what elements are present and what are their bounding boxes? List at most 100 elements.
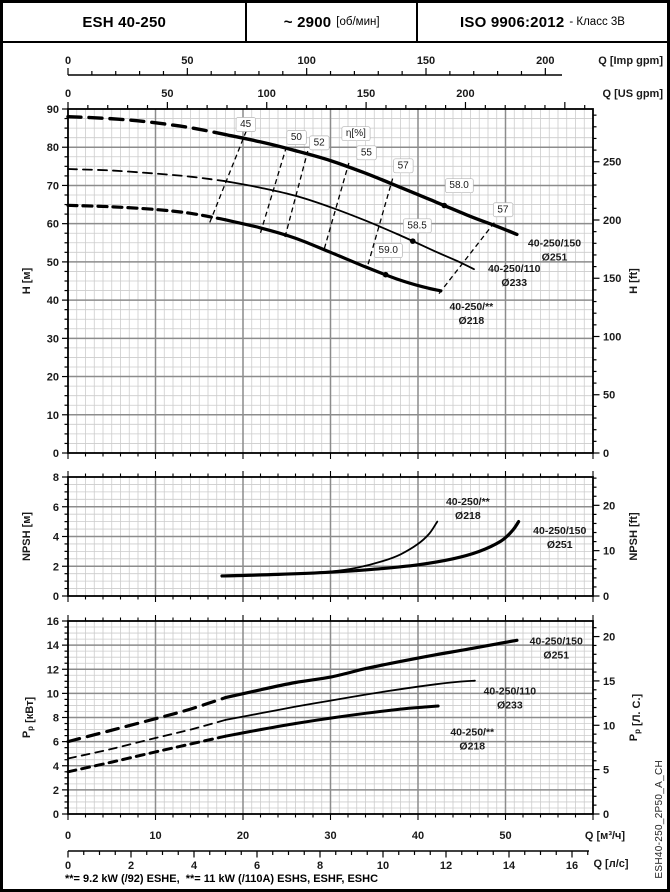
us-gpm-axis-label: Q [US gpm] <box>603 88 664 100</box>
power-curves <box>66 638 519 774</box>
callout-box <box>393 158 414 174</box>
hq-right-axis: 0 50 100 150 200 250 H [ft] <box>593 114 640 460</box>
efficiency-value-label: 55 <box>356 145 377 161</box>
axis-tick-label: 0 <box>65 88 71 100</box>
m3h-axis-label: Q [м³/ч] <box>585 830 626 842</box>
curve-id-label: 40-250/** Ø218 <box>449 301 494 327</box>
axis-tick-label: 40 <box>47 295 59 307</box>
axis-tick-label: 70 <box>47 180 59 192</box>
callout-text: 45 <box>240 119 252 130</box>
npsh-right-axis: 0 10 20 NPSH [ft] <box>593 477 640 603</box>
axis-tick-label: 100 <box>297 55 315 67</box>
axis-tick-label: 0 <box>53 591 59 603</box>
axis-tick-label: 10 <box>603 546 615 558</box>
document-code: ESH40-250_2P50_A_CH <box>654 760 665 879</box>
axis-tick-label: 16 <box>47 616 59 628</box>
callout-text: 58.5 <box>407 220 427 231</box>
axis-tick-label: 60 <box>47 219 59 231</box>
bep-value-label: 58.5 <box>403 218 432 234</box>
callout-text: Ø218 <box>459 315 485 327</box>
callout-box <box>374 243 403 259</box>
callout-text: 40-250/** <box>449 301 494 313</box>
power-right-axis: 0 5 10 15 20 Pp [Л. С.] <box>593 627 643 821</box>
npsh-grid <box>68 477 593 596</box>
curve-dashed-40-250-110-233 <box>67 168 227 183</box>
callout-text: 40-250/110 <box>484 685 537 697</box>
axis-tick-label: 20 <box>603 500 615 512</box>
efficiency-value-label: 45 <box>235 117 256 132</box>
axis-tick-label: 0 <box>65 860 71 872</box>
axis-tick-label: 15 <box>603 676 615 688</box>
callout-text: 52 <box>314 137 326 148</box>
axis-tick-label: 6 <box>53 502 59 514</box>
axis-tick-label: 40 <box>412 830 424 842</box>
callout-text: 57 <box>497 204 509 215</box>
callout-text: 40-250/150 <box>533 525 586 537</box>
axis-tick-label: 10 <box>47 688 59 700</box>
axis-tick-label: 50 <box>499 830 511 842</box>
axis-tick-label: 200 <box>603 215 621 227</box>
axis-tick-label: 16 <box>566 860 578 872</box>
axis-tick-label: 200 <box>456 88 474 100</box>
callout-text: η[%] <box>346 128 366 139</box>
axis-tick-label: 80 <box>47 142 59 154</box>
callout-text: 40-250/** <box>446 496 491 508</box>
callout-text: Ø233 <box>497 699 523 711</box>
axis-tick-label: 0 <box>603 809 609 821</box>
curve-dashed-40-250-150-251 <box>66 114 228 137</box>
axis-tick-label: 0 <box>603 448 609 460</box>
hq-y2-axis-title: H [ft] <box>628 268 640 294</box>
pump-speed-unit: [об/мин] <box>336 16 380 28</box>
bep-value-label: 59.0 <box>374 243 403 259</box>
curve-40-250-110-233 <box>224 679 476 721</box>
top-flow-axes: 0 50 100 150 200 Q [Imp gpm] 0 50 100 150 200 Q [US… <box>65 55 663 109</box>
callout-box <box>492 202 514 218</box>
callout-box <box>309 135 330 151</box>
callout-text: 40-250/110 <box>488 263 541 275</box>
hq-edge-ticks <box>67 453 594 459</box>
npsh-edge-ticks <box>67 471 594 602</box>
callout-text: Ø218 <box>455 510 481 522</box>
axis-tick-label: 2 <box>53 561 59 573</box>
callout-text: 55 <box>361 147 373 158</box>
header-speed-cell: ~ 2900 [об/мин] <box>245 3 418 41</box>
callout-text: Ø233 <box>501 277 527 289</box>
axis-tick-label: 10 <box>149 830 161 842</box>
axis-tick-label: 30 <box>324 830 336 842</box>
npsh-curves <box>220 520 521 578</box>
npsh-left-axis: 0 2 4 6 8 NPSH [м] <box>21 472 68 603</box>
axis-tick-label: 14 <box>47 640 60 652</box>
axis-tick-label: 150 <box>603 273 621 285</box>
axis-tick-label: 150 <box>417 55 435 67</box>
axis-tick-label: 8 <box>317 860 323 872</box>
axis-tick-label: 0 <box>603 591 609 603</box>
efficiency-value-label: 50 <box>286 130 307 145</box>
axis-tick-label: 20 <box>237 830 249 842</box>
axis-tick-label: 50 <box>47 257 59 269</box>
power-y-axis-title: Pp [кВт] <box>21 697 36 739</box>
callout-text: 40-250/150 <box>530 635 583 647</box>
efficiency-value-label: 57 <box>393 158 414 174</box>
axis-tick-label: 0 <box>53 809 59 821</box>
test-standard-class: - Класс 3В <box>569 16 625 28</box>
callout-text: Ø218 <box>459 740 485 752</box>
footnote: **= 9.2 kW (/92) ESHE, **= 11 kW (/110A)… <box>65 873 379 885</box>
axis-tick-label: 0 <box>65 55 71 67</box>
chart-power: 0 2 4 6 8 10 12 14 16 Pp [кВт] 0 5 10 15 20 Pp [Л. С.] 4… <box>21 615 643 821</box>
curve-id-label: 40-250/150 Ø251 <box>533 525 586 551</box>
curve-40-250-150-251 <box>223 132 519 237</box>
axis-tick-label: 50 <box>603 390 615 402</box>
callout-text: 59.0 <box>379 245 399 256</box>
curve-id-label: 40-250/110 Ø233 <box>484 685 537 711</box>
curve-40-250-150-251 <box>220 520 521 578</box>
curve-id-label: 40-250/150 Ø251 <box>528 237 581 263</box>
axis-tick-label: 0 <box>65 830 71 842</box>
hq-efficiency-lines <box>209 130 496 295</box>
header-model-cell: ESH 40-250 <box>3 3 245 41</box>
callout-box <box>235 117 256 132</box>
axis-tick-label: 10 <box>377 860 389 872</box>
callout-text: 40-250/150 <box>528 237 581 249</box>
axis-tick-label: 30 <box>47 333 59 345</box>
axis-tick-label: 2 <box>53 785 59 797</box>
